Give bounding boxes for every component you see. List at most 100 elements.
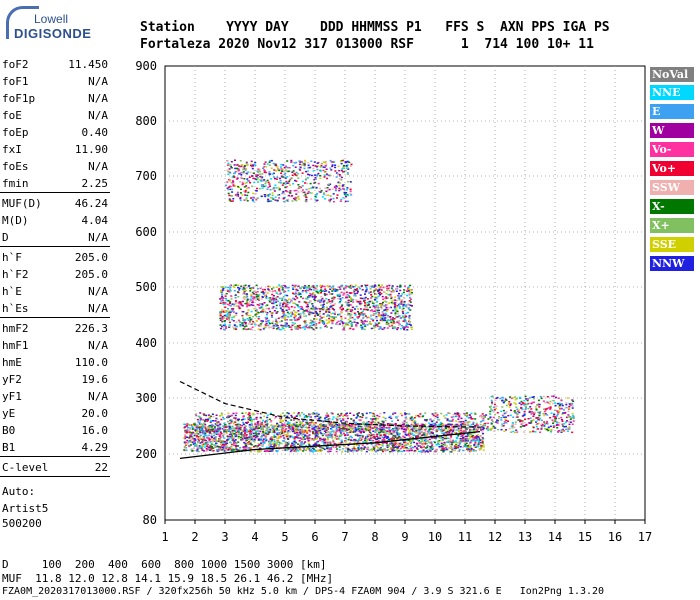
echo-point [330, 421, 333, 424]
echo-point [279, 425, 282, 427]
echo-point [277, 424, 280, 426]
echo-point [397, 450, 399, 453]
echo-point [408, 429, 411, 431]
echo-point [410, 441, 413, 443]
echo-point [364, 441, 367, 443]
echo-point [325, 290, 328, 292]
echo-point [262, 440, 265, 443]
echo-point [444, 449, 447, 452]
echo-point [235, 446, 238, 448]
echo-point [287, 324, 290, 327]
y-tick-label: 900 [135, 59, 157, 73]
echo-point [404, 441, 407, 443]
echo-point [193, 434, 196, 437]
echo-point [403, 439, 406, 442]
echo-point [306, 304, 309, 306]
echo-point [248, 433, 251, 436]
echo-point [374, 287, 377, 290]
echo-point [394, 436, 397, 439]
echo-point [271, 424, 274, 427]
echo-point [246, 431, 248, 433]
echo-point [359, 438, 362, 441]
echo-point [351, 309, 354, 311]
echo-point [195, 414, 198, 417]
echo-point [273, 445, 276, 447]
echo-point [303, 301, 306, 303]
echo-point [304, 430, 307, 432]
echo-point [183, 426, 186, 429]
echo-point [392, 432, 395, 435]
echo-point [348, 296, 351, 298]
echo-point [445, 424, 447, 426]
echo-point [389, 293, 392, 296]
echo-point [212, 416, 215, 418]
echo-point [357, 438, 360, 441]
echo-point [393, 318, 396, 320]
echo-point [452, 441, 455, 443]
echo-point [253, 450, 256, 452]
echo-point [418, 429, 421, 432]
echo-point [299, 308, 302, 310]
echo-point [457, 418, 460, 420]
echo-point [316, 434, 318, 437]
echo-point [403, 428, 406, 430]
echo-point [194, 433, 197, 435]
echo-point [275, 312, 278, 314]
echo-point [394, 412, 397, 414]
echo-point [235, 312, 238, 315]
echo-point [229, 415, 232, 417]
echo-point [228, 312, 231, 315]
echo-point [336, 435, 339, 437]
echo-point [271, 446, 274, 448]
echo-point [392, 444, 395, 446]
echo-point [293, 450, 296, 452]
echo-point [309, 423, 312, 426]
echo-point [338, 424, 341, 426]
echo-point [297, 437, 300, 440]
echo-point [391, 450, 394, 453]
echo-point [236, 423, 239, 426]
echo-point [457, 446, 460, 449]
echo-point [326, 308, 329, 310]
echo-point [373, 437, 376, 439]
echo-point [270, 300, 273, 302]
echo-point [462, 449, 465, 452]
param-name: fxI [2, 143, 22, 156]
echo-point [344, 284, 347, 287]
echo-point [385, 445, 388, 447]
echo-point [401, 414, 403, 417]
echo-point [464, 427, 467, 429]
echo-point [199, 429, 202, 432]
echo-point [449, 446, 452, 449]
echo-point [244, 431, 247, 433]
echo-point [218, 438, 221, 440]
echo-point [470, 447, 473, 450]
echo-point [268, 418, 271, 421]
echo-point [350, 424, 353, 427]
echo-point [332, 422, 335, 425]
echo-point [228, 319, 231, 321]
echo-point [437, 429, 440, 431]
echo-point [449, 437, 452, 440]
echo-point [261, 303, 264, 306]
echo-point [374, 449, 377, 451]
echo-point [420, 450, 423, 452]
echo-point [441, 432, 444, 434]
echo-point [220, 418, 223, 421]
echo-point [300, 445, 303, 447]
echo-point [232, 305, 235, 307]
echo-point [471, 440, 474, 442]
echo-point [323, 430, 326, 432]
echo-point [394, 425, 397, 427]
echo-point [426, 445, 429, 447]
divider [0, 317, 110, 318]
echo-point [397, 444, 400, 446]
echo-point [229, 311, 232, 314]
echo-point [297, 412, 300, 414]
echo-point [211, 439, 214, 441]
echo-point [228, 312, 231, 314]
echo-point [249, 448, 251, 450]
echo-point [306, 421, 309, 424]
echo-point [364, 430, 367, 432]
echo-point [360, 285, 363, 287]
